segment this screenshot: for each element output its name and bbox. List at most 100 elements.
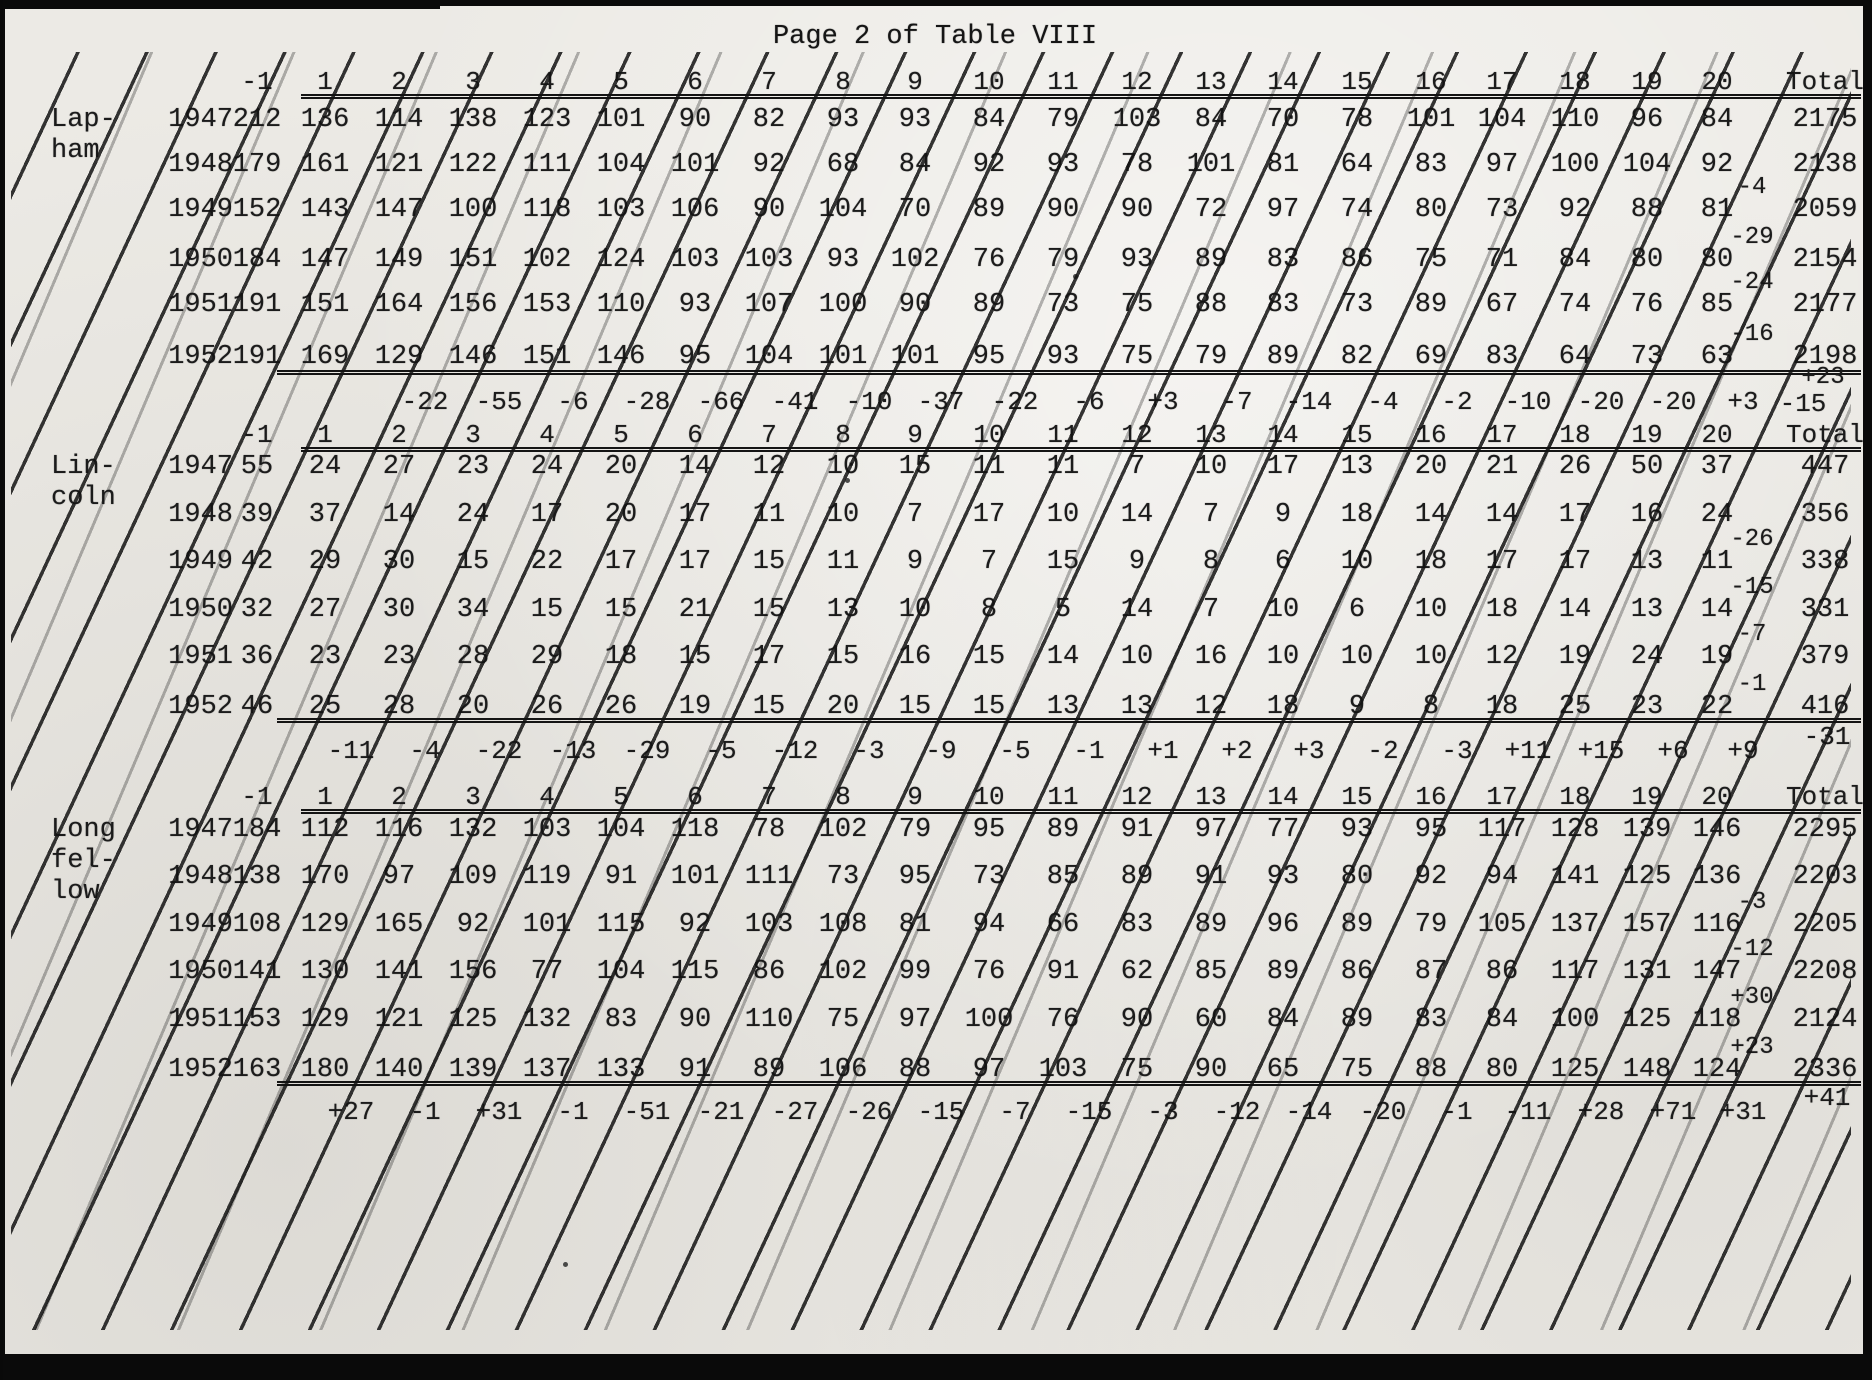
value-cell: 7 (1202, 595, 1220, 625)
value-cell: 19 (1700, 642, 1734, 672)
row-year-label: 1947 (168, 105, 233, 135)
value-cell: 15 (898, 452, 932, 482)
value-cell: 156 (448, 957, 498, 987)
diff-cell: -4 (1367, 387, 1399, 417)
value-cell: 102 (522, 245, 572, 275)
value-cell: 184 (232, 245, 282, 275)
value-cell: 55 (240, 452, 274, 482)
value-cell: 131 (1622, 957, 1672, 987)
value-cell: 8 (980, 595, 998, 625)
row-total: 379 (1800, 642, 1850, 672)
gain-loss-note: -29 (1730, 224, 1774, 251)
value-cell: 81 (1700, 195, 1734, 225)
row-total: 2295 (1792, 815, 1858, 845)
total-gain-note: +23 (1801, 364, 1845, 391)
value-cell: 80 (1414, 195, 1448, 225)
value-cell: 96 (1630, 105, 1664, 135)
value-cell: 125 (448, 1005, 498, 1035)
column-header: 11 (1047, 782, 1079, 812)
value-cell: 104 (1622, 150, 1672, 180)
value-cell: 17 (752, 642, 786, 672)
value-cell: 93 (1340, 815, 1374, 845)
value-cell: 22 (530, 547, 564, 577)
value-cell: 101 (522, 910, 572, 940)
value-cell: 83 (1120, 910, 1154, 940)
value-cell: 117 (1550, 957, 1600, 987)
value-cell: 179 (232, 150, 282, 180)
diff-cell: +1 (1147, 736, 1179, 766)
gain-loss-note: -4 (1737, 174, 1767, 201)
ink-speck (563, 1262, 568, 1267)
diff-cell: -26 (845, 1097, 893, 1127)
value-cell: 75 (1120, 342, 1154, 372)
value-cell: 84 (1485, 1005, 1519, 1035)
value-cell: 37 (1700, 452, 1734, 482)
value-cell: 86 (1340, 245, 1374, 275)
value-cell: 63 (1700, 342, 1734, 372)
value-cell: 15 (530, 595, 564, 625)
value-cell: 89 (1266, 957, 1300, 987)
value-cell: 90 (1120, 195, 1154, 225)
row-total: 356 (1800, 500, 1850, 530)
value-cell: 14 (382, 500, 416, 530)
column-header: 16 (1415, 782, 1447, 812)
value-cell: 7 (980, 547, 998, 577)
gain-loss-note: -15 (1730, 574, 1774, 601)
value-cell: 153 (232, 1005, 282, 1035)
value-cell: 5 (1054, 595, 1072, 625)
value-cell: 29 (530, 642, 564, 672)
column-header: 18 (1559, 420, 1591, 450)
scan-border-top (0, 0, 1872, 6)
value-cell: 191 (232, 342, 282, 372)
row-total: 2059 (1792, 195, 1858, 225)
value-cell: 165 (374, 910, 424, 940)
row-year-label: 1952 (168, 692, 233, 722)
value-cell: 104 (1477, 105, 1527, 135)
ink-speck (1073, 274, 1078, 279)
value-cell: 76 (972, 245, 1006, 275)
value-cell: 10 (1340, 642, 1374, 672)
diff-cell: -66 (697, 387, 745, 417)
column-header: 15 (1341, 420, 1373, 450)
school-label: ham (51, 136, 100, 166)
diff-cell: -10 (845, 387, 893, 417)
column-header: Total (1785, 782, 1865, 812)
value-cell: 170 (300, 862, 350, 892)
column-header: 12 (1121, 67, 1153, 97)
value-cell: 93 (678, 290, 712, 320)
value-cell: 14 (1558, 595, 1592, 625)
value-cell: 79 (1194, 342, 1228, 372)
value-cell: 114 (374, 105, 424, 135)
value-cell: 137 (1550, 910, 1600, 940)
value-cell: 10 (1046, 500, 1080, 530)
value-cell: 17 (678, 500, 712, 530)
value-cell: 79 (1046, 245, 1080, 275)
value-cell: 91 (1120, 815, 1154, 845)
diff-cell: -29 (623, 736, 671, 766)
row-year-label: 1948 (168, 500, 233, 530)
row-year-label: 1951 (168, 642, 233, 672)
value-cell: 87 (1414, 957, 1448, 987)
scan-border-bottom (0, 1354, 1872, 1380)
header-rule (301, 809, 1861, 814)
gain-loss-note: -7 (1737, 621, 1767, 648)
value-cell: 129 (374, 342, 424, 372)
value-cell: 128 (1550, 815, 1600, 845)
value-cell: 89 (1414, 290, 1448, 320)
row-year-label: 1948 (168, 862, 233, 892)
column-header: 1 (317, 782, 333, 812)
row-year-label: 1952 (168, 342, 233, 372)
value-cell: 14 (1485, 500, 1519, 530)
value-cell: 101 (670, 150, 720, 180)
row-total: 2124 (1792, 1005, 1858, 1035)
value-cell: 151 (448, 245, 498, 275)
value-cell: 13 (1630, 595, 1664, 625)
value-cell: 115 (670, 957, 720, 987)
column-header: -1 (241, 67, 273, 97)
value-cell: 119 (522, 862, 572, 892)
gain-loss-note: -24 (1730, 269, 1774, 296)
column-header: 3 (465, 420, 481, 450)
value-cell: 15 (752, 595, 786, 625)
value-cell: 24 (1700, 500, 1734, 530)
